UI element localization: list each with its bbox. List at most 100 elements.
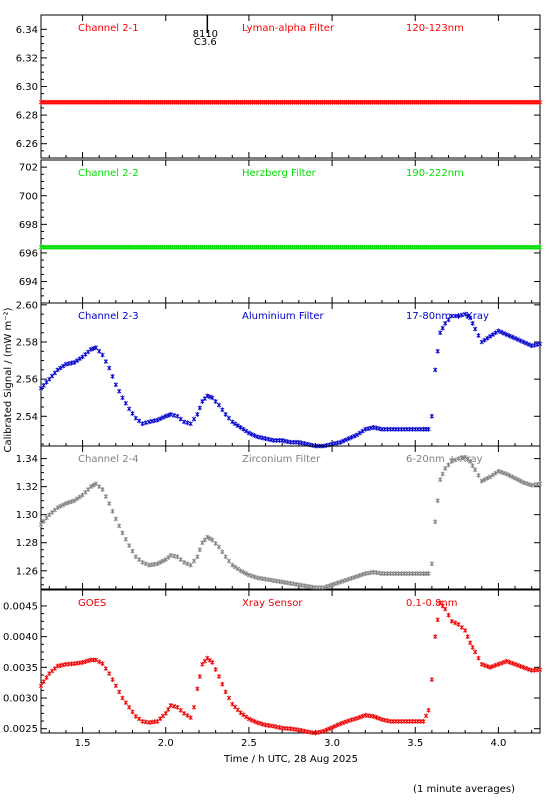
data-point xyxy=(191,558,197,564)
data-point xyxy=(384,99,389,105)
data-point xyxy=(158,559,163,565)
data-point xyxy=(188,715,193,721)
data-point xyxy=(346,99,351,105)
data-point xyxy=(456,621,461,627)
data-point xyxy=(148,244,153,250)
data-point xyxy=(84,244,90,250)
data-point xyxy=(338,244,343,250)
data-point xyxy=(48,99,54,105)
panels-group: 6.26 6.28 6.30 6.32 6.34 Channel 2-1 Lyman-alp… xyxy=(3,14,543,749)
data-point xyxy=(228,244,233,250)
data-point xyxy=(335,722,340,728)
data-point xyxy=(334,99,339,105)
data-point xyxy=(521,480,526,485)
data-point xyxy=(443,321,448,326)
data-point xyxy=(286,99,291,105)
y-tick-label: 1.32 xyxy=(16,482,38,493)
data-point xyxy=(533,99,539,105)
series-points xyxy=(38,454,543,590)
data-point xyxy=(116,99,121,105)
data-point xyxy=(44,675,49,680)
data-point xyxy=(322,99,327,105)
data-point xyxy=(180,244,185,250)
data-point xyxy=(346,576,351,582)
data-point xyxy=(174,244,179,250)
data-point xyxy=(110,508,115,514)
data-point xyxy=(226,415,232,421)
data-point xyxy=(370,99,375,105)
data-point xyxy=(72,498,77,504)
data-point xyxy=(378,99,383,105)
data-point xyxy=(537,481,543,487)
data-point xyxy=(414,244,419,250)
data-point xyxy=(100,661,105,667)
data-point xyxy=(324,99,329,105)
panel-frame xyxy=(40,302,541,447)
data-point xyxy=(518,663,523,669)
data-point xyxy=(360,244,365,250)
data-point xyxy=(341,720,346,726)
panel-frame xyxy=(40,159,541,304)
data-point xyxy=(518,478,523,484)
data-point xyxy=(426,707,431,713)
data-point xyxy=(440,325,445,331)
data-point xyxy=(241,712,246,718)
data-point xyxy=(44,244,50,250)
data-point xyxy=(370,244,375,250)
data-point xyxy=(220,244,225,250)
data-point xyxy=(512,335,518,341)
data-point xyxy=(302,244,307,250)
data-point xyxy=(430,244,435,250)
data-point xyxy=(470,244,475,250)
data-point xyxy=(207,394,212,400)
data-point xyxy=(38,522,44,527)
data-point xyxy=(254,99,259,105)
data-point xyxy=(468,459,473,464)
data-point xyxy=(298,244,303,250)
data-point xyxy=(210,99,215,105)
data-point xyxy=(400,244,405,250)
data-point xyxy=(504,332,509,337)
data-point xyxy=(479,339,484,345)
data-point xyxy=(112,244,117,250)
data-point xyxy=(126,244,131,250)
data-point xyxy=(366,244,371,250)
data-point xyxy=(175,413,180,419)
data-point xyxy=(90,99,96,105)
data-point xyxy=(328,99,333,105)
data-point xyxy=(84,99,90,105)
data-point xyxy=(249,717,254,723)
data-point xyxy=(212,244,217,250)
data-point xyxy=(42,244,48,250)
data-point xyxy=(185,420,190,426)
data-point xyxy=(357,573,362,578)
data-point xyxy=(434,99,439,105)
data-point xyxy=(372,99,377,105)
data-point xyxy=(244,571,249,576)
data-point xyxy=(496,328,501,334)
data-point xyxy=(350,244,355,250)
data-point xyxy=(182,244,187,250)
data-point xyxy=(178,707,183,713)
data-point xyxy=(326,99,331,105)
data-point xyxy=(354,715,360,721)
data-point xyxy=(404,99,409,105)
data-point xyxy=(82,99,88,105)
data-point xyxy=(429,413,435,419)
data-point xyxy=(93,345,99,350)
data-point xyxy=(234,99,239,105)
y-tick-label: 0.0025 xyxy=(3,724,38,735)
data-point xyxy=(207,536,212,541)
data-point xyxy=(408,99,413,105)
data-point xyxy=(515,99,521,105)
data-point xyxy=(418,244,423,250)
data-point xyxy=(398,244,403,250)
data-point xyxy=(308,99,313,105)
data-point xyxy=(448,244,453,250)
data-point xyxy=(426,99,431,105)
data-point xyxy=(106,244,111,250)
data-point xyxy=(324,244,329,250)
y-tick-label: 6.34 xyxy=(16,25,38,36)
data-point xyxy=(168,412,173,417)
data-point xyxy=(524,480,529,486)
